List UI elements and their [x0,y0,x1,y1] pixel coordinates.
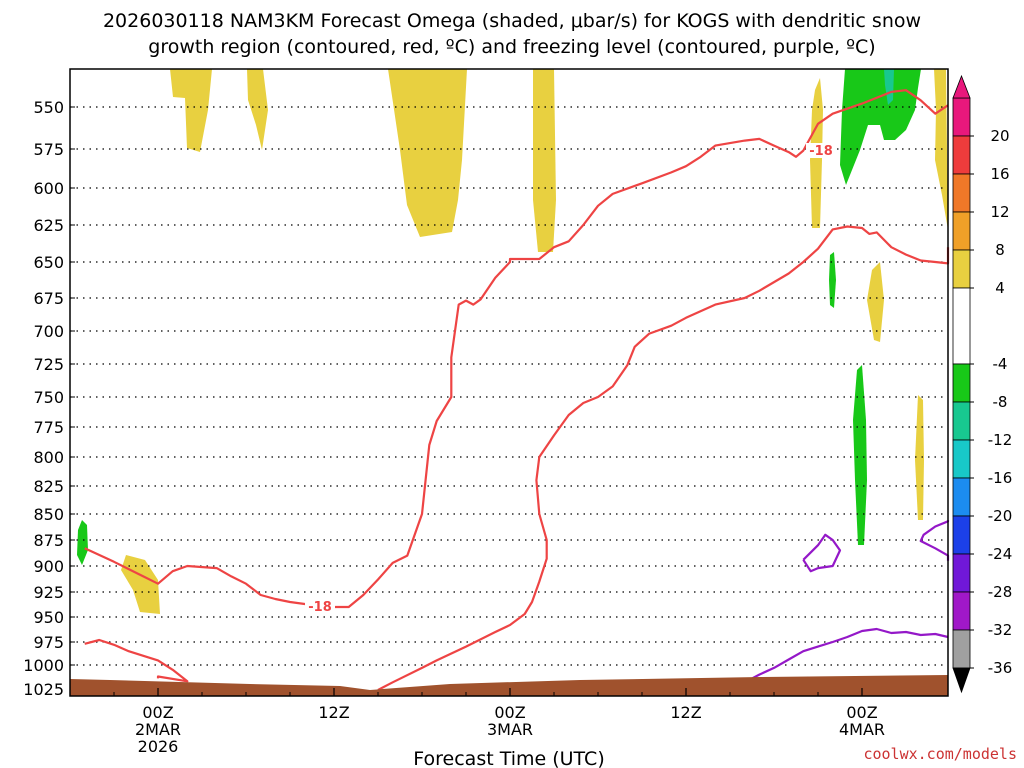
dgz-lower-bound-2 [377,225,950,691]
ground-terrain [70,675,948,696]
colorbar-label-20: 20 [990,127,1009,145]
colorbar-bin--8--4 [952,363,971,403]
colorbar-label--8: -8 [993,393,1008,411]
omega-region-sinking-4 [853,365,867,545]
y-tick-label-900: 900 [33,557,64,576]
plot-frame [69,68,949,697]
dgz-lower-bound [84,638,189,683]
colorbar-label--4: -4 [993,355,1008,373]
omega-region-rising-3 [388,69,467,237]
y-tick-label-1025: 1025 [23,680,64,699]
colorbar-label--32: -32 [988,621,1013,639]
omega-colorbar: 20 16 12 8 4 -4 -8 -12 -16 -20 -24 -28 -32 -36 [952,74,1013,694]
colorbar-bin-8-12 [952,211,971,251]
colorbar-bin--24--20 [952,515,971,555]
x-tick-label-0-1: 2MAR [135,720,181,739]
y-tick-label-800: 800 [33,448,64,467]
omega-region-rising-7 [867,262,884,342]
colorbar-label-8: 8 [995,241,1005,259]
dgz-upper-bound [84,89,949,609]
colorbar-bin--12--8 [952,401,971,441]
y-tick-label-750: 750 [33,388,64,407]
colorbar-bin-4-8 [952,249,971,289]
y-tick-label-625: 625 [33,216,64,235]
contour-label-dgz-2: -18 [809,144,833,159]
omega-region-sinking-3 [829,252,836,308]
x-tick-label-24-1: 3MAR [487,720,533,739]
colorbar-bin--16--12 [952,439,971,479]
x-tick-label-48-0: 00Z [846,703,877,722]
pressure-gridlines [70,106,948,690]
contour-label-dgz-1: -18 [308,600,332,615]
colorbar-bin--4-4 [952,287,971,365]
colorbar-label-16: 16 [990,165,1009,183]
y-tick-label-1000: 1000 [23,656,64,675]
colorbar-bin--20--16 [952,477,971,517]
y-tick-label-550: 550 [33,98,64,117]
freezing-level-contours [729,520,950,692]
y-tick-label-950: 950 [33,608,64,627]
omega-region-rising-2 [247,69,268,150]
omega-region-rising-8 [915,395,924,520]
colorbar-label-4: 4 [995,279,1005,297]
colorbar-bin--32--28 [952,591,971,631]
y-tick-label-700: 700 [33,322,64,341]
omega-region-rising-4 [533,69,556,252]
x-tick-label-0-2: 2026 [138,737,179,756]
y-tick-label-775: 775 [33,418,64,437]
y-tick-label-600: 600 [33,179,64,198]
chart-title-line-2: growth region (contoured, red, ºC) and f… [148,36,875,58]
freeze-contour-low [729,627,949,692]
x-tick-label-36-0: 12Z [670,703,701,722]
x-tick-label-0-0: 00Z [142,703,173,722]
colorbar-bottom-arrow [952,667,971,694]
colorbar-bin--28--24 [952,553,971,593]
x-tick-label-24-0: 00Z [494,703,525,722]
y-tick-label-925: 925 [33,583,64,602]
y-tick-label-725: 725 [33,355,64,374]
colorbar-top-arrow [952,74,971,99]
colorbar-label--24: -24 [988,545,1013,563]
y-tick-label-850: 850 [33,505,64,524]
x-tick-label-12-0: 12Z [318,703,349,722]
freeze-contour-right [919,520,950,561]
omega-region-sinking-5 [77,520,88,565]
colorbar-label-12: 12 [990,203,1009,221]
y-tick-label-675: 675 [33,289,64,308]
colorbar-label--20: -20 [988,507,1013,525]
colorbar-label--12: -12 [988,431,1013,449]
contour-label-bg-2 [806,143,836,158]
y-tick-label-650: 650 [33,253,64,272]
x-tick-label-48-1: 4MAR [839,720,885,739]
colorbar-bin-16-20 [952,135,971,175]
colorbar-label--28: -28 [988,583,1013,601]
contour-labels: -18 -18 [305,143,836,615]
omega-region-sinking-1 [840,69,921,185]
dgz-contours [84,89,950,691]
chart-title-line-1: 2026030118 NAM3KM Forecast Omega (shaded… [103,10,921,32]
omega-region-sinking-2 [884,69,894,105]
omega-shading [77,69,948,614]
y-tick-label-825: 825 [33,477,64,496]
freeze-contour-loop [802,533,842,573]
x-axis-title: Forecast Time (UTC) [413,748,604,768]
plot-background [70,69,948,696]
colorbar-label--16: -16 [988,469,1013,487]
y-tick-label-875: 875 [33,531,64,550]
contour-label-bg-1 [305,599,335,614]
colorbar-bin--36--32 [952,629,971,669]
y-tick-label-975: 975 [33,633,64,652]
y-axis-pressure-labels: 550 575 600 625 650 675 700 725 750 775 800 825 850 8… [23,98,64,699]
y-tick-label-575: 575 [33,140,64,159]
omega-region-rising-1 [170,69,212,152]
credit-text: coolwx.com/models [863,745,1017,763]
colorbar-bin-12-16 [952,173,971,213]
colorbar-label--36: -36 [988,659,1013,677]
plot-area: -18 -18 [69,68,950,697]
colorbar-bin-20-24 [952,97,971,137]
